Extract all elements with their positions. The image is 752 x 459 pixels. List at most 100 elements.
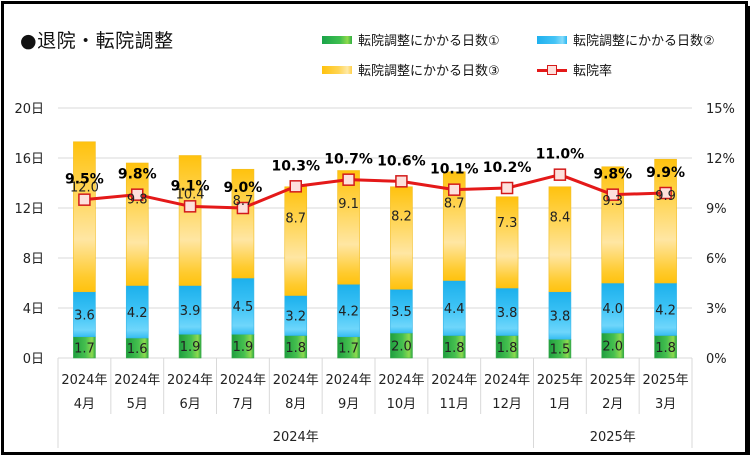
legend-label-series2: 転院調整にかかる日数②: [573, 34, 715, 49]
y-left-tick-label: 0日: [23, 352, 44, 367]
bar-data-label: 9.3: [602, 194, 623, 209]
x-tick-label-year: 2025年: [590, 373, 636, 388]
y-right-tick-label: 6%: [706, 252, 727, 267]
bar-data-label: 3.6: [74, 308, 95, 323]
x-tick-label-month: 6月: [179, 397, 200, 412]
y-left-tick-label: 20日: [14, 102, 44, 117]
bar-data-label: 12.0: [70, 180, 99, 195]
bar-segment-series3: [495, 196, 519, 289]
rate-data-label: 9.8%: [593, 167, 632, 183]
rate-marker: [659, 186, 672, 200]
bar-data-label: 1.8: [444, 341, 465, 356]
bar-data-label: 1.7: [338, 341, 359, 356]
bar-data-label: 2.0: [602, 340, 623, 355]
x-group-label: 2024年: [273, 430, 319, 445]
bar-segment-series3: [73, 141, 96, 293]
rate-line: [84, 173, 666, 210]
bar-data-label: 8.7: [233, 194, 254, 209]
rate-data-label: 11.0%: [536, 147, 585, 163]
bar-segment-series3: [178, 155, 202, 286]
bar-data-label: 10.4: [176, 187, 205, 202]
bar-data-label: 4.4: [444, 302, 465, 317]
x-tick-label-month: 12月: [492, 397, 522, 412]
x-tick-label-year: 2024年: [378, 373, 424, 388]
bar-data-label: 2.0: [391, 340, 412, 355]
bar-data-label: 7.3: [497, 216, 518, 231]
x-tick-label-month: 7月: [232, 397, 253, 412]
x-group-label: 2025年: [590, 430, 636, 445]
bar-data-label: 1.9: [233, 340, 254, 355]
frame-shadow-bottom: [6, 452, 750, 455]
bar-data-label: 9.1: [338, 197, 359, 212]
x-tick-label-month: 10月: [387, 397, 417, 412]
x-tick-label-year: 2024年: [61, 373, 107, 388]
bar-data-label: 8.7: [285, 212, 306, 227]
legend-item-series1: 転院調整にかかる日数①: [322, 30, 500, 49]
rate-data-label: 9.5%: [65, 172, 104, 188]
x-tick-label-year: 2024年: [326, 373, 372, 388]
bar-segment-series3: [442, 171, 466, 281]
rate-data-label: 9.1%: [171, 178, 210, 194]
bar-segment-series3: [337, 170, 360, 285]
bar-data-label: 4.0: [602, 302, 623, 317]
bar-data-label: 3.8: [550, 310, 571, 325]
bar-data-label: 8.4: [550, 210, 571, 225]
x-tick-label-year: 2024年: [114, 373, 160, 388]
y-left-tick-label: 8日: [23, 252, 44, 267]
rate-marker: [289, 180, 302, 193]
bar-data-label: 4.5: [233, 300, 254, 315]
bar-data-label: 1.5: [550, 343, 571, 358]
legend-item-series3: 転院調整にかかる日数③: [322, 60, 500, 79]
x-tick-label-month: 11月: [439, 397, 469, 412]
x-tick-label-month: 9月: [338, 397, 359, 412]
legend-label-line: 転院率: [573, 64, 613, 79]
rate-marker: [342, 173, 355, 186]
bar-data-label: 1.9: [180, 340, 201, 355]
x-tick-label-year: 2024年: [220, 373, 266, 388]
legend-line-marker-icon: [537, 64, 567, 75]
bar-segment-series3: [601, 166, 625, 284]
rate-marker: [500, 181, 514, 195]
legend-swatch-series1: [322, 35, 352, 44]
y-right-tick-label: 12%: [706, 152, 735, 167]
rate-data-label: 10.2%: [483, 160, 532, 176]
bar-data-label: 4.2: [127, 306, 148, 321]
frame-shadow-right: [747, 6, 750, 455]
x-tick-label-month: 4月: [74, 397, 95, 412]
x-tick-label-month: 3月: [655, 397, 676, 412]
y-right-tick-label: 0%: [706, 352, 727, 367]
legend-label-series3: 転院調整にかかる日数③: [358, 64, 500, 79]
x-tick-label-year: 2024年: [273, 373, 319, 388]
legend-label-series1: 転院調整にかかる日数①: [358, 34, 500, 49]
bar-data-label: 1.8: [655, 341, 676, 356]
y-left-tick-label: 16日: [14, 152, 44, 167]
rate-data-label: 9.0%: [224, 180, 263, 196]
x-tick-label-month: 2月: [602, 397, 623, 412]
bar-data-label: 1.7: [74, 341, 95, 356]
bar-segment-series3: [390, 186, 413, 290]
bar-data-label: 1.8: [497, 341, 518, 356]
bar-segment-series3: [284, 186, 308, 296]
x-tick-label-year: 2024年: [167, 373, 213, 388]
legend-swatch-series2: [537, 35, 567, 44]
bar-segment-series3: [231, 168, 255, 279]
bar-data-label: 1.6: [127, 342, 148, 357]
legend-item-series2: 転院調整にかかる日数②: [537, 30, 715, 49]
bar-data-label: 3.5: [391, 305, 412, 320]
rate-data-label: 10.1%: [430, 162, 479, 178]
bar-data-label: 8.7: [444, 197, 465, 212]
y-right-tick-label: 15%: [706, 102, 735, 117]
y-left-tick-label: 12日: [14, 202, 44, 217]
chart-title: ●退院・転院調整: [20, 30, 174, 52]
bar-data-label: 3.2: [285, 310, 306, 325]
bar-segment-series3: [548, 186, 572, 293]
rate-marker: [395, 175, 408, 188]
y-left-tick-label: 4日: [23, 302, 44, 317]
y-right-tick-label: 9%: [706, 202, 727, 217]
y-right-tick-label: 3%: [706, 302, 727, 317]
bar-data-label: 8.2: [391, 210, 412, 225]
rate-data-label: 9.9%: [646, 165, 685, 181]
rate-data-label: 10.7%: [324, 152, 373, 168]
rate-data-label: 10.6%: [377, 153, 426, 169]
